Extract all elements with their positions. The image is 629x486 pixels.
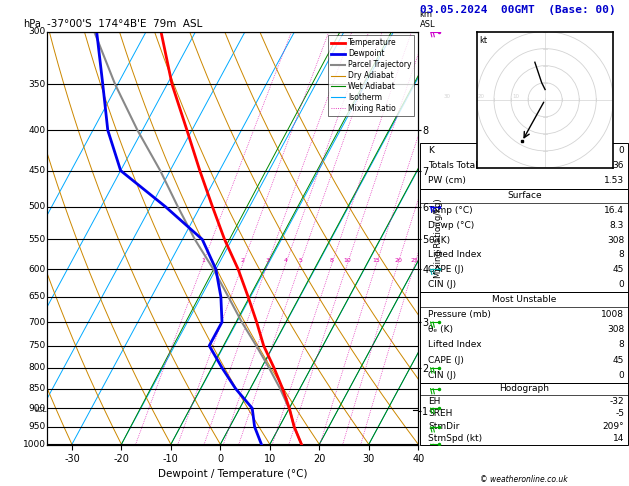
Text: CAPE (J): CAPE (J): [428, 265, 464, 274]
Text: Pressure (mb): Pressure (mb): [428, 310, 491, 319]
Text: 20: 20: [394, 259, 402, 263]
Text: 750: 750: [28, 341, 46, 350]
Text: -5: -5: [615, 409, 624, 418]
Text: km
ASL: km ASL: [420, 10, 435, 29]
Text: 8: 8: [330, 259, 334, 263]
Text: 8: 8: [618, 340, 624, 349]
Text: 2: 2: [241, 259, 245, 263]
Text: 1008: 1008: [601, 310, 624, 319]
Bar: [420, 383, 628, 445]
Text: 03.05.2024  00GMT  (Base: 00): 03.05.2024 00GMT (Base: 00): [420, 4, 616, 15]
Text: θₑ (K): θₑ (K): [428, 325, 454, 334]
Text: Dewp (°C): Dewp (°C): [428, 221, 475, 230]
Text: Hodograph: Hodograph: [499, 384, 549, 394]
Text: 500: 500: [28, 202, 46, 211]
Text: 400: 400: [28, 126, 46, 135]
Text: CIN (J): CIN (J): [428, 371, 457, 380]
Text: 300: 300: [28, 27, 46, 36]
Text: 10: 10: [512, 94, 519, 99]
Text: Mixing Ratio (g/kg): Mixing Ratio (g/kg): [434, 198, 443, 278]
Text: 45: 45: [613, 355, 624, 364]
Text: 800: 800: [28, 364, 46, 372]
Text: 20: 20: [478, 94, 485, 99]
Text: 950: 950: [28, 422, 46, 431]
Text: K: K: [428, 146, 435, 155]
Text: θₑ(K): θₑ(K): [428, 236, 450, 245]
Text: EH: EH: [428, 397, 441, 406]
Text: hPa: hPa: [23, 19, 41, 29]
Text: 25: 25: [411, 259, 419, 263]
Text: 14: 14: [613, 434, 624, 443]
Text: 550: 550: [28, 235, 46, 244]
Text: Surface: Surface: [507, 191, 542, 200]
Text: 1.53: 1.53: [604, 176, 624, 186]
Text: Temp (°C): Temp (°C): [428, 206, 473, 215]
Text: Totals Totals: Totals Totals: [428, 161, 483, 171]
Text: 900: 900: [28, 404, 46, 413]
Text: Most Unstable: Most Unstable: [492, 295, 557, 304]
Text: 8.3: 8.3: [610, 221, 624, 230]
Text: 15: 15: [373, 259, 381, 263]
Text: 3: 3: [265, 259, 270, 263]
Text: 36: 36: [613, 161, 624, 171]
Text: 10: 10: [343, 259, 352, 263]
Text: 350: 350: [28, 80, 46, 89]
Bar: [420, 143, 628, 189]
Bar: [420, 189, 628, 292]
Text: 45: 45: [613, 265, 624, 274]
Text: SREH: SREH: [428, 409, 453, 418]
Text: 450: 450: [28, 166, 46, 175]
Text: kt: kt: [480, 35, 487, 45]
Text: 700: 700: [28, 317, 46, 327]
Text: 650: 650: [28, 292, 46, 301]
Text: 30: 30: [444, 94, 451, 99]
Text: CIN (J): CIN (J): [428, 280, 457, 289]
Text: © weatheronline.co.uk: © weatheronline.co.uk: [481, 474, 568, 484]
Text: 0: 0: [618, 146, 624, 155]
Text: 0: 0: [618, 371, 624, 380]
Text: StmDir: StmDir: [428, 421, 460, 431]
Text: 308: 308: [607, 325, 624, 334]
Text: Lifted Index: Lifted Index: [428, 250, 482, 260]
Bar: [420, 292, 628, 383]
Text: 850: 850: [28, 384, 46, 393]
Text: LCL: LCL: [35, 407, 47, 413]
Text: 1: 1: [201, 259, 205, 263]
Text: 5: 5: [298, 259, 303, 263]
Text: 308: 308: [607, 236, 624, 245]
Legend: Temperature, Dewpoint, Parcel Trajectory, Dry Adiabat, Wet Adiabat, Isotherm, Mi: Temperature, Dewpoint, Parcel Trajectory…: [328, 35, 415, 116]
Text: 209°: 209°: [603, 421, 624, 431]
Text: 0: 0: [618, 280, 624, 289]
Text: 16.4: 16.4: [604, 206, 624, 215]
Text: 8: 8: [618, 250, 624, 260]
Text: -32: -32: [610, 397, 624, 406]
Text: CAPE (J): CAPE (J): [428, 355, 464, 364]
Text: Lifted Index: Lifted Index: [428, 340, 482, 349]
Text: 4: 4: [284, 259, 288, 263]
Text: 600: 600: [28, 265, 46, 274]
Text: StmSpd (kt): StmSpd (kt): [428, 434, 482, 443]
Text: PW (cm): PW (cm): [428, 176, 466, 186]
Text: 1000: 1000: [23, 440, 46, 449]
X-axis label: Dewpoint / Temperature (°C): Dewpoint / Temperature (°C): [158, 469, 308, 479]
Text: -37°00'S  174°4B'E  79m  ASL: -37°00'S 174°4B'E 79m ASL: [47, 19, 203, 29]
